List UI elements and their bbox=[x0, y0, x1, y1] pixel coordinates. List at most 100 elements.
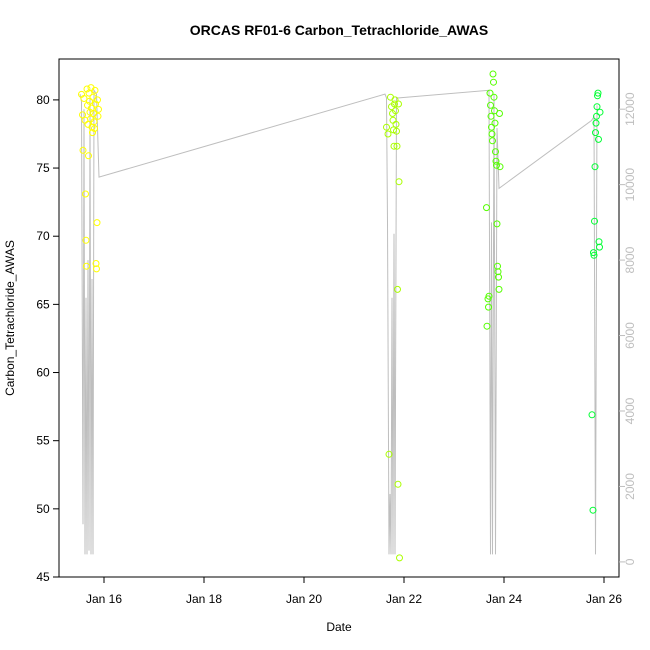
data-point bbox=[90, 118, 98, 126]
x-tick-label: Jan 22 bbox=[386, 592, 422, 606]
data-point bbox=[89, 129, 96, 137]
data-point bbox=[390, 142, 398, 150]
data-point bbox=[392, 120, 400, 128]
y2-tick-label: 8000 bbox=[623, 246, 637, 273]
y-axis-label: Carbon_Tetrachloride_AWAS bbox=[3, 240, 17, 396]
altitude-trace bbox=[79, 88, 598, 555]
data-point bbox=[95, 105, 102, 113]
data-point bbox=[391, 96, 399, 104]
data-point bbox=[593, 112, 600, 120]
data-point bbox=[383, 123, 390, 131]
data-point bbox=[393, 127, 400, 135]
x-tick-label: Jan 20 bbox=[286, 592, 322, 606]
data-point bbox=[91, 125, 98, 132]
data-point bbox=[395, 100, 402, 108]
y2-tick-label: 12000 bbox=[623, 92, 637, 126]
data-point bbox=[490, 78, 497, 86]
x-axis-label: Date bbox=[326, 620, 352, 634]
data-point bbox=[493, 161, 500, 169]
data-point bbox=[590, 251, 598, 259]
data-point bbox=[490, 93, 498, 101]
y2-tick-label: 2000 bbox=[623, 473, 637, 500]
data-point bbox=[389, 116, 397, 124]
data-point bbox=[495, 273, 502, 281]
data-point bbox=[86, 97, 93, 105]
plot-frame bbox=[58, 58, 620, 578]
data-point bbox=[393, 142, 401, 150]
x-tick-label: Jan 26 bbox=[586, 592, 622, 606]
data-point bbox=[83, 85, 91, 93]
y-tick-label: 55 bbox=[36, 434, 50, 448]
data-point bbox=[85, 152, 92, 160]
data-point bbox=[487, 101, 494, 109]
data-point bbox=[485, 303, 492, 311]
data-point bbox=[387, 93, 394, 101]
y2-tick-label: 0 bbox=[623, 558, 637, 565]
data-point bbox=[486, 89, 494, 97]
data-point bbox=[489, 70, 497, 78]
bottom-axis: Jan 16 Jan 18 Jan 20 Jan 22 Jan 24 Jan 26 bbox=[86, 577, 622, 606]
data-point bbox=[82, 236, 90, 244]
data-point bbox=[487, 112, 495, 120]
data-point bbox=[488, 123, 495, 131]
data-point bbox=[93, 219, 101, 227]
data-point bbox=[492, 157, 500, 165]
data-point bbox=[495, 285, 503, 293]
data-point bbox=[594, 89, 602, 97]
right-axis: 0 2000 4000 6000 8000 10000 12000 bbox=[619, 92, 637, 565]
data-point bbox=[94, 96, 101, 104]
y-tick-label: 65 bbox=[36, 297, 50, 311]
data-point bbox=[394, 480, 402, 488]
y-tick-label: 80 bbox=[36, 93, 50, 107]
data-point bbox=[93, 265, 100, 273]
data-point bbox=[593, 103, 601, 111]
data-point bbox=[496, 163, 504, 171]
data-point bbox=[591, 217, 598, 225]
data-point bbox=[92, 100, 99, 108]
data-point bbox=[591, 163, 599, 171]
data-point bbox=[94, 112, 102, 120]
data-point bbox=[496, 110, 503, 117]
data-point bbox=[91, 86, 99, 94]
y2-tick-label: 4000 bbox=[623, 397, 637, 424]
data-point bbox=[588, 411, 596, 419]
data-point bbox=[79, 146, 87, 154]
altitude-line bbox=[79, 88, 598, 555]
data-point bbox=[592, 119, 600, 127]
y-tick-label: 60 bbox=[36, 366, 50, 380]
data-point bbox=[594, 92, 601, 100]
data-point bbox=[489, 137, 496, 145]
data-point bbox=[488, 130, 496, 138]
data-point bbox=[394, 285, 401, 293]
data-point bbox=[92, 260, 100, 267]
left-axis: 45 50 55 60 65 70 75 80 bbox=[36, 93, 59, 584]
data-point bbox=[493, 220, 501, 228]
data-point bbox=[395, 178, 403, 186]
data-point bbox=[392, 107, 399, 115]
data-point bbox=[589, 506, 597, 514]
data-point bbox=[483, 204, 490, 212]
y-tick-label: 70 bbox=[36, 229, 50, 243]
data-point bbox=[590, 249, 597, 257]
data-point bbox=[83, 262, 90, 270]
data-point bbox=[396, 554, 403, 562]
data-point bbox=[494, 268, 502, 276]
data-point bbox=[492, 148, 499, 156]
y-tick-label: 45 bbox=[36, 570, 50, 584]
data-point bbox=[592, 129, 599, 137]
x-tick-label: Jan 18 bbox=[186, 592, 222, 606]
data-point bbox=[596, 243, 603, 251]
data-point bbox=[89, 93, 97, 101]
data-point bbox=[80, 95, 88, 102]
x-tick-label: Jan 16 bbox=[86, 592, 122, 606]
x-tick-label: Jan 24 bbox=[486, 592, 522, 606]
data-point bbox=[82, 190, 89, 198]
data-point bbox=[385, 450, 393, 458]
y-tick-label: 75 bbox=[36, 161, 50, 175]
data-point bbox=[491, 119, 499, 127]
y-tick-label: 50 bbox=[36, 502, 50, 516]
y2-tick-label: 10000 bbox=[623, 168, 637, 202]
data-points bbox=[78, 70, 604, 562]
data-point bbox=[86, 108, 94, 116]
